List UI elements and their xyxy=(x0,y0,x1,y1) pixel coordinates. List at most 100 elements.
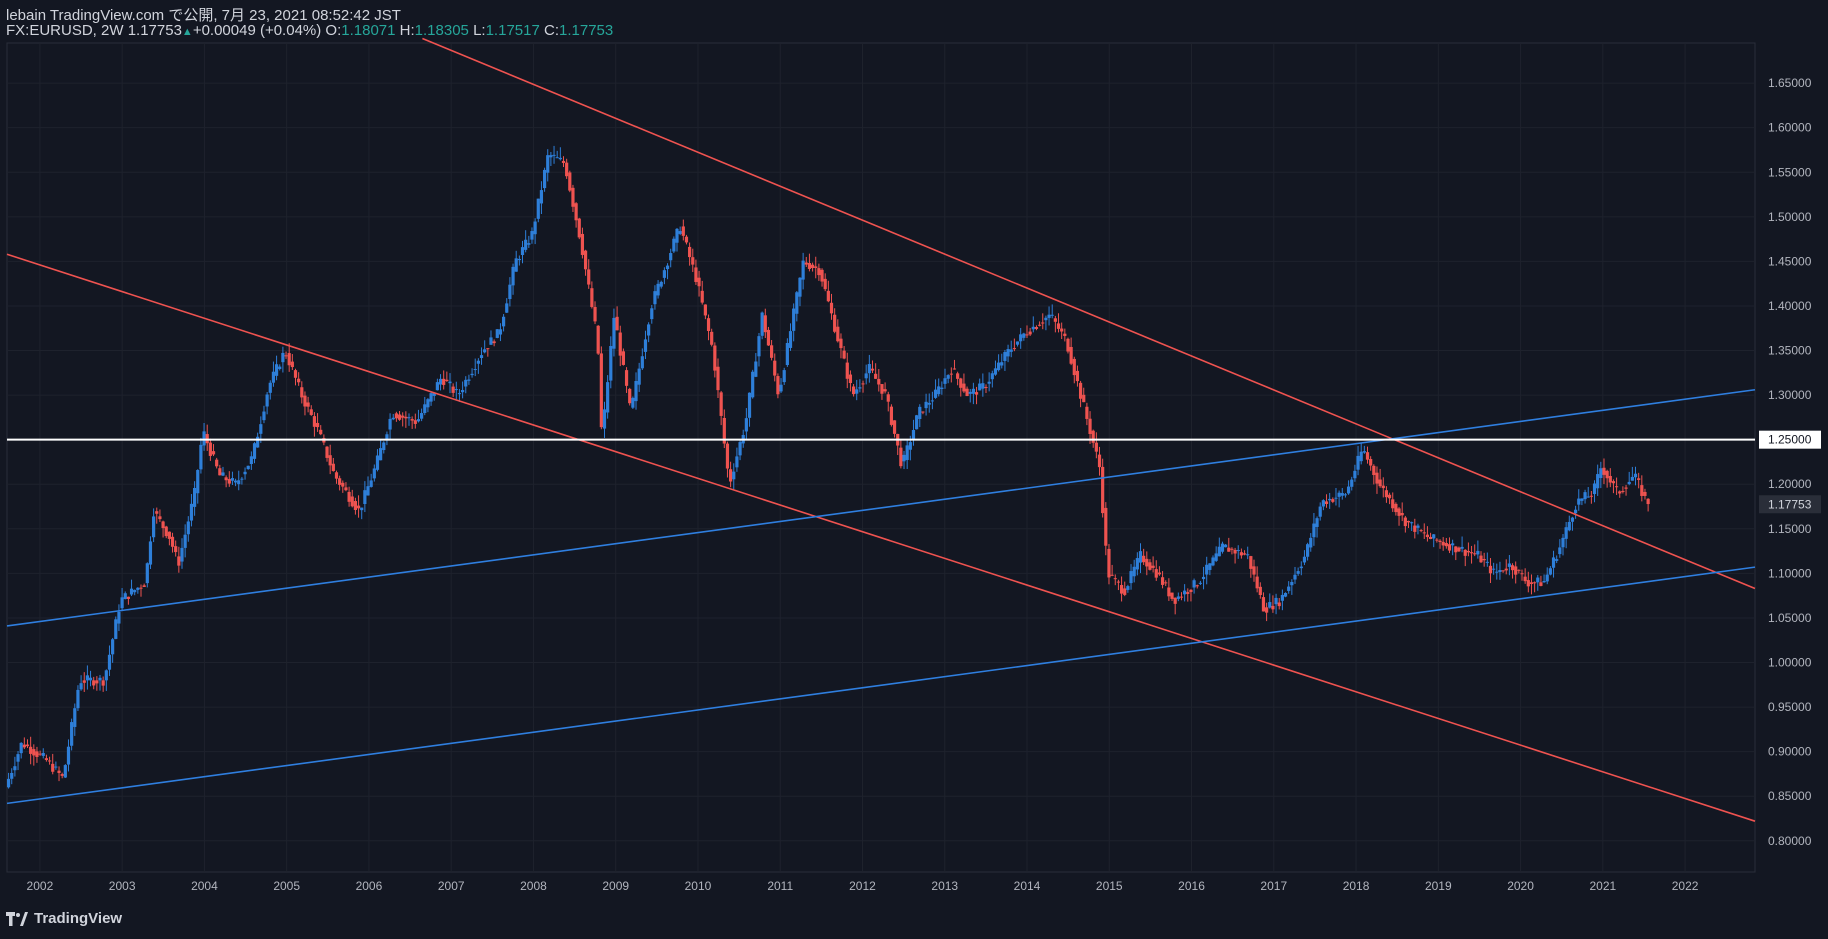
candle-body xyxy=(1485,561,1489,563)
candle-body xyxy=(688,246,692,258)
candle-body xyxy=(763,315,767,333)
hline-price-badge xyxy=(1759,430,1821,449)
candle-body xyxy=(820,269,824,282)
candle-body xyxy=(139,587,143,589)
candle-body xyxy=(520,247,525,256)
high-value: 1.18305 xyxy=(414,22,469,39)
candle-body xyxy=(902,454,906,462)
candle-body xyxy=(1583,492,1587,500)
candle-body xyxy=(962,383,966,392)
candle-body xyxy=(1618,491,1622,494)
candle-body xyxy=(1564,527,1568,539)
candle-body xyxy=(1507,563,1511,567)
y-tick-label: 0.95000 xyxy=(1768,700,1812,714)
trendline-red xyxy=(422,37,1756,590)
plot-frame xyxy=(6,42,1756,873)
candle-body xyxy=(776,376,780,395)
candle-body xyxy=(1577,498,1581,505)
candle-body xyxy=(1611,481,1616,484)
tradingview-brand[interactable]: TradingView xyxy=(6,910,122,927)
candle-body xyxy=(1510,565,1515,571)
candle-body xyxy=(416,419,421,422)
candle-body xyxy=(1425,534,1430,538)
candle-body xyxy=(1277,602,1281,607)
candle-body xyxy=(489,337,493,345)
candle-body xyxy=(801,260,805,280)
candle-body xyxy=(782,370,786,383)
candle-body xyxy=(1299,566,1303,569)
candle-body xyxy=(391,417,395,420)
candle-body xyxy=(1242,553,1247,555)
candle-body xyxy=(1482,558,1486,561)
candle-body xyxy=(814,266,818,268)
candle-body xyxy=(126,596,130,599)
symbol-label[interactable]: FX:EURUSD, 2W xyxy=(6,22,124,39)
candle-body xyxy=(552,154,556,156)
candle-body xyxy=(918,406,922,419)
candle-body xyxy=(331,463,335,472)
candle-body xyxy=(1000,362,1004,366)
candle-body xyxy=(1369,459,1373,466)
candle-body xyxy=(974,392,979,395)
candle-body xyxy=(353,501,358,510)
candle-body xyxy=(448,381,452,384)
candle-body xyxy=(1514,566,1518,575)
up-triangle-icon: ▲ xyxy=(181,26,193,38)
candle-body xyxy=(807,262,812,269)
candle-body xyxy=(1227,547,1231,552)
candle-body xyxy=(338,478,342,485)
candle-body xyxy=(1321,500,1325,507)
candle-body xyxy=(1183,590,1187,595)
x-tick-label: 2018 xyxy=(1343,879,1370,893)
candle-body xyxy=(1091,430,1095,443)
candle-body xyxy=(1236,549,1240,552)
candle-body xyxy=(1217,546,1221,557)
candle-body xyxy=(1205,564,1209,575)
candle-body xyxy=(1129,571,1133,584)
candle-body xyxy=(233,480,238,483)
candle-body xyxy=(1037,324,1042,326)
candle-body xyxy=(968,391,972,394)
candle-body xyxy=(1353,470,1357,479)
candle-body xyxy=(1015,341,1020,345)
candle-body xyxy=(1069,346,1073,364)
candle-body xyxy=(1009,349,1013,352)
candle-body xyxy=(95,680,99,684)
candle-body xyxy=(1555,559,1559,561)
candle-body xyxy=(1558,547,1562,555)
candle-body xyxy=(823,278,827,290)
candle-body xyxy=(54,766,58,768)
candle-body xyxy=(1384,490,1389,498)
candle-body xyxy=(265,394,269,407)
candle-body xyxy=(202,431,206,446)
candle-body xyxy=(571,187,575,207)
candle-body xyxy=(1142,555,1146,563)
candle-body xyxy=(1138,551,1143,563)
candle-body xyxy=(1132,566,1136,577)
candle-body xyxy=(911,430,916,440)
candle-body xyxy=(51,763,55,772)
candle-body xyxy=(1495,571,1499,573)
candle-body xyxy=(1085,406,1089,419)
candle-body xyxy=(1116,581,1121,583)
candle-body xyxy=(1548,568,1552,575)
candle-body xyxy=(240,478,244,480)
candle-body xyxy=(1435,539,1439,541)
candle-body xyxy=(1123,588,1127,595)
candle-body xyxy=(1438,540,1442,542)
candle-body xyxy=(769,345,774,358)
candle-body xyxy=(1444,543,1448,547)
candle-body xyxy=(1362,451,1366,453)
candle-body xyxy=(855,389,859,394)
candle-body xyxy=(60,774,64,776)
candle-body xyxy=(328,455,332,466)
candle-body xyxy=(221,472,225,476)
candle-body xyxy=(454,389,458,391)
candle-body xyxy=(580,233,585,255)
candle-body xyxy=(227,479,231,484)
candle-body xyxy=(1003,352,1007,361)
candle-body xyxy=(788,331,793,348)
candle-body xyxy=(350,496,354,507)
candle-body xyxy=(1255,576,1259,589)
